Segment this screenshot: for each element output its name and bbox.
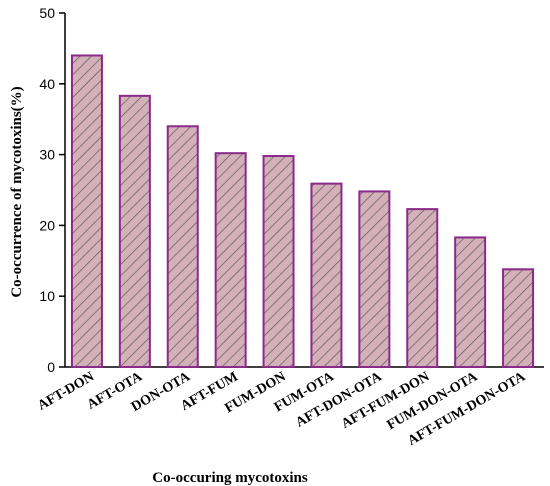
- bar-aft-fum-don: [406, 208, 439, 368]
- bar-fum-ota: [310, 182, 343, 368]
- x-axis-title: Co-occuring mycotoxins: [152, 470, 308, 486]
- bar-aft-ota: [118, 94, 151, 368]
- bar-don-ota: [166, 125, 199, 368]
- x-tick-label: AFT-DON: [35, 369, 97, 413]
- y-tick-label: 10: [39, 288, 55, 304]
- bars: [70, 54, 535, 368]
- y-tick-label: 30: [39, 147, 55, 163]
- bar-aft-fum: [214, 152, 247, 368]
- y-tick-label: 50: [39, 5, 55, 21]
- y-axis-title: Co-occurrence of mycotoxins(%): [9, 86, 25, 297]
- bar-aft-don: [70, 54, 103, 368]
- x-tick-labels: AFT-DONAFT-OTADON-OTAAFT-FUMFUM-DONFUM-O…: [35, 369, 528, 449]
- y-ticks: 0 10 20 30 40 50: [39, 5, 65, 375]
- bar-fum-don-ota: [454, 236, 487, 368]
- y-tick-label: 20: [39, 217, 55, 233]
- bar-aft-don-ota: [358, 190, 391, 368]
- bar-aft-fum-don-ota: [502, 268, 535, 368]
- bar-fum-don: [262, 155, 295, 368]
- y-tick-label: 0: [47, 359, 55, 375]
- y-tick-label: 40: [39, 76, 55, 92]
